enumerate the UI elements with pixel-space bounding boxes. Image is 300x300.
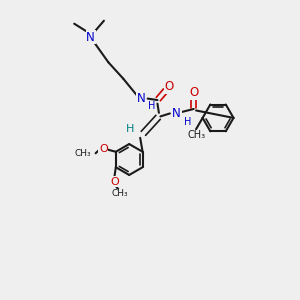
Text: N: N (86, 31, 95, 44)
Text: O: O (99, 144, 108, 154)
Text: CH₃: CH₃ (187, 130, 205, 140)
Text: CH₃: CH₃ (111, 190, 128, 199)
Text: N: N (137, 92, 146, 105)
Text: O: O (110, 176, 119, 187)
Text: H: H (148, 101, 155, 111)
Text: O: O (165, 80, 174, 93)
Text: CH₃: CH₃ (75, 149, 92, 158)
Text: O: O (189, 86, 198, 99)
Text: H: H (184, 117, 191, 128)
Text: N: N (172, 107, 181, 120)
Text: H: H (126, 124, 134, 134)
